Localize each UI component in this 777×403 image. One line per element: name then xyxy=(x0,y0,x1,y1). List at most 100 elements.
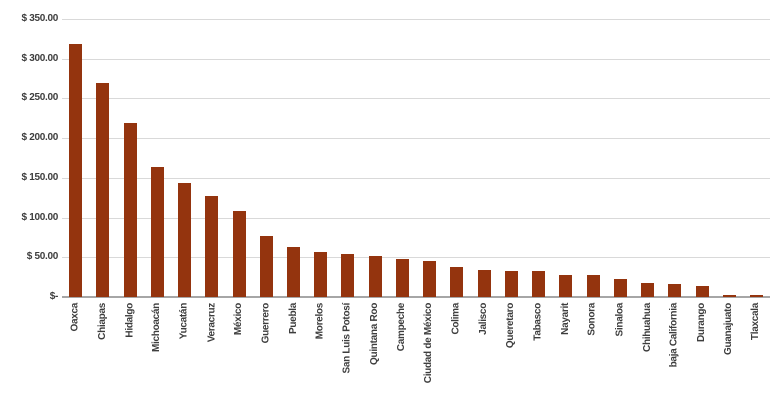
bar-queretaro xyxy=(504,270,518,297)
x-axis-category-label: Jalisco xyxy=(478,303,490,335)
bar-morelos xyxy=(314,251,328,297)
x-label-slot: Guanajuato xyxy=(716,303,743,403)
bar-chihuahua xyxy=(641,282,655,297)
gridline xyxy=(62,58,770,60)
x-axis-category-label: Puebla xyxy=(287,303,299,334)
x-label-slot: Veracruz xyxy=(198,303,225,403)
x-label-slot: Morelos xyxy=(307,303,334,403)
bar-slot xyxy=(334,253,361,297)
gridline xyxy=(62,138,770,140)
bar-sinaloa xyxy=(613,278,627,297)
y-axis: $- $ 50.00 $ 100.00 $ 150.00 $ 200.00 $ 250.0… xyxy=(0,0,58,403)
gridline xyxy=(62,98,770,100)
x-label-slot: Tlaxcala xyxy=(743,303,770,403)
x-label-slot: Sonora xyxy=(579,303,606,403)
gridline xyxy=(62,19,770,20)
bar-slot xyxy=(498,270,525,297)
bar-slot xyxy=(171,182,198,297)
bar-slot xyxy=(443,267,470,297)
x-label-slot: Puebla xyxy=(280,303,307,403)
x-axis-category-label: Quintana Roo xyxy=(369,303,381,365)
x-axis-category-label: Veracruz xyxy=(205,303,217,343)
y-axis-tick-label: $ 300.00 xyxy=(21,52,58,64)
bar-slot xyxy=(661,283,688,297)
gridline xyxy=(62,217,770,219)
x-label-slot: Yucatán xyxy=(171,303,198,403)
bar-tlaxcala xyxy=(749,294,763,297)
x-label-slot: Michoacán xyxy=(144,303,171,403)
y-axis-tick-label: $ 200.00 xyxy=(21,132,58,144)
bar-slot xyxy=(307,251,334,297)
bar-slot xyxy=(552,274,579,297)
bar-slot xyxy=(225,211,252,297)
x-label-slot: San Luis Potosí xyxy=(334,303,361,403)
x-axis-category-label: Ciudad de México xyxy=(423,303,435,384)
x-label-slot: Ciudad de México xyxy=(416,303,443,403)
bar-slot xyxy=(389,258,416,297)
x-axis-category-label: Guerrero xyxy=(260,303,272,344)
x-label-slot: Sinaloa xyxy=(607,303,634,403)
bar-campeche xyxy=(395,258,409,297)
x-label-slot: Colima xyxy=(443,303,470,403)
bar-slot xyxy=(525,271,552,297)
y-axis-tick-label: $ 50.00 xyxy=(26,251,59,263)
x-label-slot: Nayarit xyxy=(552,303,579,403)
bar-nayarit xyxy=(559,274,573,297)
bar-slot xyxy=(198,196,225,297)
bar-slot xyxy=(607,278,634,297)
y-axis-tick-label: $ 250.00 xyxy=(21,92,58,104)
bar-slot xyxy=(743,294,770,297)
x-axis-category-label: baja California xyxy=(668,303,680,368)
bar-puebla xyxy=(286,247,300,297)
bar-yucatán xyxy=(178,182,192,297)
bar-guanajuato xyxy=(722,294,736,297)
x-axis-category-label: México xyxy=(233,303,245,336)
x-axis-category-label: Nayarit xyxy=(559,303,571,335)
x-label-slot: Chihuahua xyxy=(634,303,661,403)
bar-veracruz xyxy=(205,196,219,297)
bar-oaxca xyxy=(69,43,83,297)
bar-slot xyxy=(253,236,280,297)
x-axis-category-label: Chihuahua xyxy=(641,303,653,352)
bar-jalisco xyxy=(477,270,491,297)
bar-colima xyxy=(450,267,464,297)
bar-tabasco xyxy=(532,271,546,297)
bar-michoacán xyxy=(150,167,164,297)
bar-ciudad-de-méxico xyxy=(423,260,437,297)
x-label-slot: México xyxy=(225,303,252,403)
x-axis-category-label: Chiapas xyxy=(96,303,108,340)
bar-slot xyxy=(62,43,89,297)
bar-slot xyxy=(688,285,715,297)
y-axis-tick-label: $ 100.00 xyxy=(21,211,58,223)
x-label-slot: baja California xyxy=(661,303,688,403)
bar-hidalgo xyxy=(123,123,137,297)
bar-sonora xyxy=(586,274,600,297)
y-axis-tick-label: $- xyxy=(49,291,59,302)
x-label-slot: Durango xyxy=(688,303,715,403)
plot-area xyxy=(62,19,770,298)
bar-slot xyxy=(416,260,443,297)
x-axis-line xyxy=(62,296,770,298)
bar-slot xyxy=(716,294,743,297)
bar-quintana-roo xyxy=(368,256,382,297)
bar-slot xyxy=(89,83,116,297)
x-axis: Oaxca Chiapas Hidalgo Michoacán Yucatán Verac… xyxy=(62,303,770,403)
x-label-slot: Jalisco xyxy=(471,303,498,403)
bar-durango xyxy=(695,285,709,297)
y-axis-tick-label: $ 350.00 xyxy=(21,13,58,24)
bar-chiapas xyxy=(96,83,110,297)
x-axis-category-label: Oaxca xyxy=(69,303,81,332)
x-axis-category-label: Tlaxcala xyxy=(750,303,762,341)
bar-san-luis-potosí xyxy=(341,253,355,297)
x-axis-category-label: Sonora xyxy=(587,303,599,336)
x-axis-category-label: Michoacán xyxy=(151,303,163,352)
x-label-slot: Tabasco xyxy=(525,303,552,403)
x-axis-category-label: Morelos xyxy=(314,303,326,340)
gridline xyxy=(62,257,770,259)
x-axis-category-label: Guanajuato xyxy=(723,303,735,356)
x-axis-category-label: Yucatán xyxy=(178,303,190,340)
x-axis-category-label: Sinaloa xyxy=(614,303,626,337)
bar-guerrero xyxy=(259,236,273,297)
x-axis-category-label: Hidalgo xyxy=(124,303,136,338)
